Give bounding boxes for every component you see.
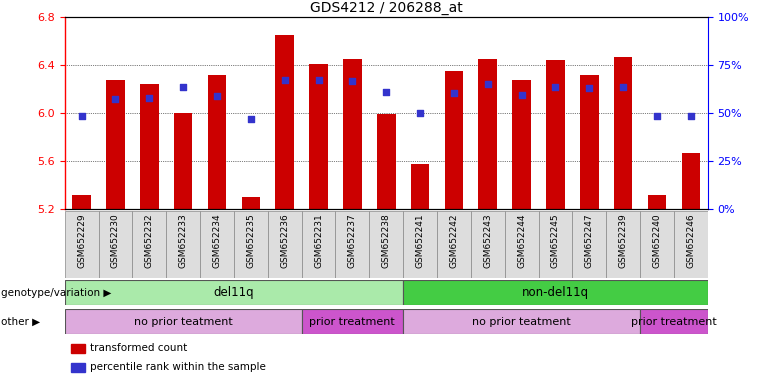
Text: GSM652232: GSM652232 [145,213,154,268]
Bar [648,195,667,209]
Bar [377,114,396,209]
Bar [369,211,403,278]
Point [279,77,291,83]
Point [685,113,697,119]
Bar [309,64,328,209]
Bar [512,80,531,209]
Bar [640,309,708,334]
Text: GSM652231: GSM652231 [314,213,323,268]
Point [515,92,527,98]
Text: GSM652233: GSM652233 [179,213,188,268]
Bar [132,211,166,278]
Bar [546,61,565,209]
Point [651,113,663,119]
Text: other ▶: other ▶ [1,316,40,327]
Bar [65,309,301,334]
Text: no prior teatment: no prior teatment [134,316,233,327]
Text: GSM652243: GSM652243 [483,213,492,268]
Bar [403,211,437,278]
Point [549,84,562,90]
Bar [106,80,125,209]
Text: genotype/variation ▶: genotype/variation ▶ [1,288,111,298]
Point [110,96,122,102]
Bar [200,211,234,278]
Bar [301,309,403,334]
Text: percentile rank within the sample: percentile rank within the sample [91,362,266,372]
Point [143,94,155,101]
Point [75,113,88,119]
Bar [140,84,158,209]
Text: GSM652240: GSM652240 [652,213,661,268]
Text: GSM652247: GSM652247 [584,213,594,268]
Bar [505,211,539,278]
Bar [336,211,369,278]
Bar [166,211,200,278]
Bar [437,211,471,278]
Point [414,110,426,116]
Bar [343,59,361,209]
Title: GDS4212 / 206288_at: GDS4212 / 206288_at [310,1,463,15]
Bar [268,211,301,278]
Point [177,84,189,90]
Bar [471,211,505,278]
Text: del11q: del11q [214,286,254,299]
Text: no prior teatment: no prior teatment [473,316,571,327]
Bar [98,211,132,278]
Bar [572,211,607,278]
Bar [403,280,708,305]
Bar [241,197,260,209]
Bar [539,211,572,278]
Text: GSM652241: GSM652241 [416,213,425,268]
Bar [301,211,336,278]
Bar [580,75,599,209]
Text: GSM652237: GSM652237 [348,213,357,268]
Point [447,90,460,96]
Point [380,89,392,95]
Text: GSM652239: GSM652239 [619,213,628,268]
Bar [682,153,700,209]
Bar [208,75,226,209]
Bar [403,309,640,334]
Point [346,78,358,84]
Bar [71,344,85,353]
Text: GSM652229: GSM652229 [77,213,86,268]
Text: GSM652244: GSM652244 [517,213,526,268]
Point [617,84,629,90]
Bar [234,211,268,278]
Point [482,81,494,88]
Bar [607,211,640,278]
Bar [444,71,463,209]
Text: transformed count: transformed count [91,343,188,353]
Text: GSM652246: GSM652246 [686,213,696,268]
Text: GSM652242: GSM652242 [450,213,458,268]
Bar [674,211,708,278]
Bar [174,113,193,209]
Bar [65,211,98,278]
Text: GSM652245: GSM652245 [551,213,560,268]
Bar [65,280,403,305]
Point [211,93,223,99]
Bar [275,35,294,209]
Point [313,77,325,83]
Text: GSM652230: GSM652230 [111,213,120,268]
Text: GSM652234: GSM652234 [212,213,221,268]
Point [583,85,595,91]
Bar [640,211,674,278]
Text: GSM652238: GSM652238 [382,213,390,268]
Bar [479,59,497,209]
Text: prior treatment: prior treatment [310,316,395,327]
Bar [614,57,632,209]
Bar [411,164,429,209]
Text: prior treatment: prior treatment [631,316,717,327]
Text: non-del11q: non-del11q [522,286,589,299]
Bar [72,195,91,209]
Bar [71,363,85,372]
Text: GSM652235: GSM652235 [247,213,256,268]
Text: GSM652236: GSM652236 [280,213,289,268]
Point [245,116,257,122]
